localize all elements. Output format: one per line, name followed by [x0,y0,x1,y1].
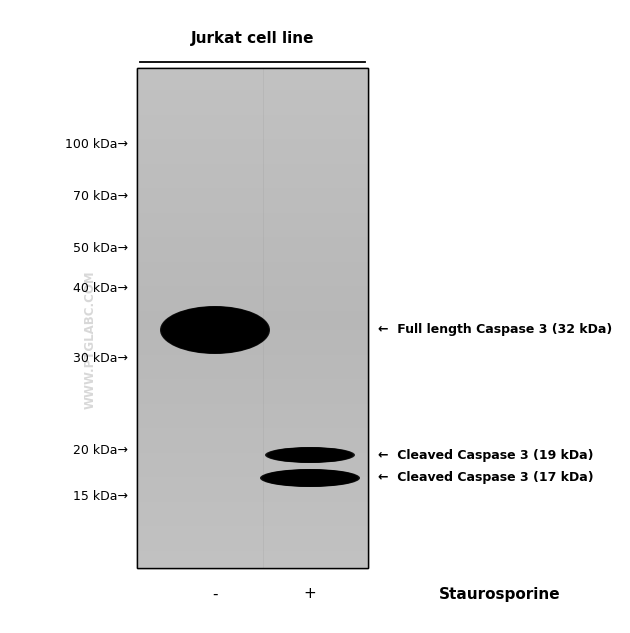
Ellipse shape [273,448,348,461]
Ellipse shape [172,311,258,349]
Ellipse shape [265,470,355,486]
Ellipse shape [266,448,353,463]
Ellipse shape [287,451,333,459]
Text: -: - [212,587,218,601]
Text: Jurkat cell line: Jurkat cell line [192,30,315,46]
Ellipse shape [170,310,260,349]
Ellipse shape [169,310,261,350]
Ellipse shape [282,450,338,460]
Ellipse shape [278,449,341,461]
Ellipse shape [197,322,232,337]
Ellipse shape [289,451,331,459]
Ellipse shape [290,451,329,458]
Ellipse shape [292,452,328,458]
Text: 15 kDa→: 15 kDa→ [73,489,128,503]
Text: WWW.PTGLABC.COM: WWW.PTGLABC.COM [84,271,96,410]
Ellipse shape [183,316,247,344]
Ellipse shape [261,469,358,487]
Ellipse shape [195,322,235,339]
Ellipse shape [192,320,238,340]
Text: 70 kDa→: 70 kDa→ [73,189,128,203]
Ellipse shape [284,473,336,483]
Ellipse shape [290,474,330,482]
Ellipse shape [268,448,352,463]
Ellipse shape [273,472,347,485]
Text: ←  Full length Caspase 3 (32 kDa): ← Full length Caspase 3 (32 kDa) [378,323,612,337]
Ellipse shape [188,318,243,342]
Ellipse shape [186,318,244,342]
Ellipse shape [271,448,349,462]
Ellipse shape [171,311,259,349]
Ellipse shape [194,321,236,339]
Bar [137,68,368,568]
Ellipse shape [295,453,325,458]
Ellipse shape [162,307,268,353]
Ellipse shape [197,322,234,338]
Ellipse shape [173,312,257,348]
Ellipse shape [164,308,266,352]
Ellipse shape [287,473,333,482]
Ellipse shape [163,308,266,353]
Ellipse shape [286,451,334,460]
Ellipse shape [285,451,336,460]
Ellipse shape [270,471,350,486]
Ellipse shape [263,470,357,486]
Ellipse shape [185,317,244,343]
Ellipse shape [278,472,341,484]
Ellipse shape [265,447,355,463]
Ellipse shape [168,310,262,351]
Ellipse shape [160,306,270,354]
Ellipse shape [184,316,246,344]
Ellipse shape [272,471,348,485]
Ellipse shape [292,475,328,481]
Ellipse shape [268,470,352,486]
Ellipse shape [191,320,239,341]
Ellipse shape [166,309,263,351]
Ellipse shape [200,323,231,337]
Ellipse shape [179,314,251,346]
Text: 50 kDa→: 50 kDa→ [73,242,128,254]
Ellipse shape [190,319,240,341]
Ellipse shape [260,469,360,487]
Ellipse shape [294,475,327,481]
Text: +: + [304,587,316,601]
Ellipse shape [182,316,248,344]
Ellipse shape [270,448,350,462]
Ellipse shape [180,315,250,346]
Ellipse shape [166,308,265,351]
Ellipse shape [285,473,335,482]
Ellipse shape [198,323,231,337]
Text: 40 kDa→: 40 kDa→ [73,282,128,294]
Ellipse shape [277,449,343,461]
Text: 100 kDa→: 100 kDa→ [65,139,128,151]
Text: 30 kDa→: 30 kDa→ [73,351,128,365]
Ellipse shape [277,472,343,484]
Ellipse shape [161,306,269,353]
Ellipse shape [266,470,353,486]
Ellipse shape [188,318,241,342]
Text: 20 kDa→: 20 kDa→ [73,444,128,456]
Ellipse shape [283,450,337,460]
Text: ←  Cleaved Caspase 3 (17 kDa): ← Cleaved Caspase 3 (17 kDa) [378,472,593,484]
Ellipse shape [295,475,325,480]
Ellipse shape [275,449,345,461]
Text: Staurosporine: Staurosporine [439,587,561,601]
Ellipse shape [289,474,331,482]
Text: ←  Cleaved Caspase 3 (19 kDa): ← Cleaved Caspase 3 (19 kDa) [378,449,593,461]
Ellipse shape [193,320,237,339]
Ellipse shape [294,452,326,458]
Ellipse shape [274,449,346,461]
Ellipse shape [282,473,338,483]
Ellipse shape [175,313,255,348]
Ellipse shape [181,315,249,345]
Ellipse shape [175,312,256,348]
Ellipse shape [280,473,340,484]
Ellipse shape [176,313,253,347]
Ellipse shape [178,314,253,346]
Ellipse shape [297,453,323,458]
Bar [137,68,368,568]
Ellipse shape [280,449,340,460]
Ellipse shape [275,472,345,484]
